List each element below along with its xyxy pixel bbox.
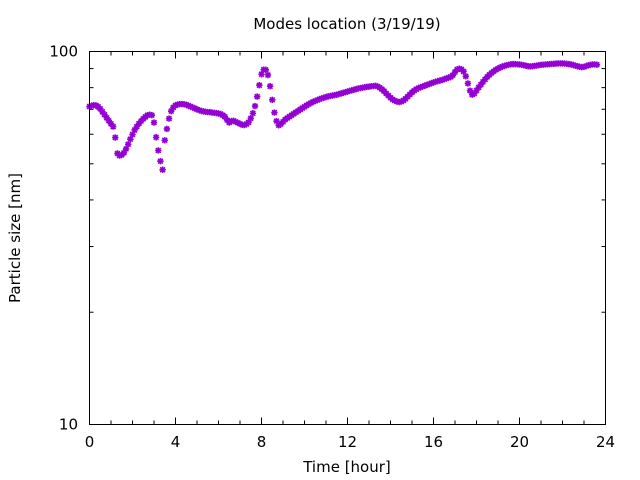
y-tick-label: 100	[49, 43, 78, 61]
data-point	[127, 135, 134, 143]
data-point	[258, 71, 265, 78]
x-tick-label: 12	[338, 433, 357, 451]
data-point	[251, 102, 259, 110]
data-point	[262, 66, 269, 74]
data-point	[309, 98, 317, 106]
chart-title: Modes location (3/19/19)	[253, 15, 440, 33]
data-point	[316, 95, 323, 103]
data-point	[193, 106, 201, 113]
data-point	[120, 149, 128, 157]
data-point	[415, 84, 422, 92]
data-point	[189, 104, 196, 111]
data-point	[157, 158, 164, 165]
data-point	[152, 134, 160, 141]
data-point	[161, 137, 168, 144]
data-point	[150, 119, 158, 126]
data-point	[105, 117, 113, 124]
data-point	[462, 73, 469, 80]
data-point	[133, 123, 140, 130]
data-point	[122, 145, 130, 153]
data-point	[183, 101, 190, 108]
x-tick-label: 8	[257, 433, 267, 451]
x-axis-label: Time [hour]	[302, 458, 391, 476]
data-point	[185, 102, 192, 109]
data-point	[165, 115, 173, 122]
data-point	[314, 96, 321, 104]
y-tick-label: 10	[59, 416, 78, 434]
data-point	[97, 105, 104, 113]
data-point	[187, 103, 194, 110]
data-point	[247, 115, 254, 122]
data-point	[471, 90, 478, 97]
x-tick-label: 24	[596, 433, 615, 451]
data-point	[593, 61, 601, 68]
data-point	[269, 96, 276, 104]
data-point	[168, 107, 175, 115]
data-point	[245, 119, 252, 126]
data-point	[159, 166, 166, 173]
data-point	[155, 147, 162, 154]
data-point	[254, 93, 261, 100]
data-point	[391, 97, 398, 104]
data-point	[236, 120, 244, 127]
data-point	[241, 121, 248, 129]
data-point	[148, 111, 156, 119]
data-point	[271, 109, 278, 116]
data-point	[419, 83, 426, 90]
data-point	[163, 125, 171, 133]
x-tick-label: 0	[85, 433, 95, 451]
data-point	[221, 113, 229, 121]
data-point	[109, 123, 117, 130]
data-point	[103, 114, 110, 122]
x-tick-label: 4	[171, 433, 181, 451]
data-point	[256, 82, 263, 89]
data-point	[125, 141, 132, 148]
data-point	[131, 126, 138, 134]
data-point	[417, 84, 424, 91]
data-point	[112, 134, 119, 141]
data-point	[172, 102, 179, 109]
x-tick-labels: 0 4 8 12 16 20 24	[85, 433, 615, 451]
data-point	[234, 119, 242, 126]
data-point	[99, 108, 106, 116]
y-tick-labels: 10 100	[49, 43, 78, 434]
data-point	[496, 64, 504, 71]
x-tick-label: 20	[510, 433, 529, 451]
data-point	[466, 87, 474, 94]
data-point	[449, 71, 457, 79]
data-point	[249, 110, 257, 117]
data-point	[477, 81, 484, 88]
data-point	[101, 111, 108, 118]
x-tick-label: 16	[424, 433, 443, 451]
data-point	[460, 68, 467, 75]
data-point	[129, 131, 136, 138]
data-point	[464, 80, 472, 87]
axis-ticks	[89, 51, 606, 425]
data-point	[191, 105, 199, 112]
data-point	[266, 83, 274, 90]
data-point	[232, 118, 239, 125]
data-point	[107, 120, 115, 127]
data-point	[475, 84, 482, 91]
plot-frame	[89, 51, 606, 425]
data-point	[473, 87, 480, 94]
data-point	[273, 117, 280, 125]
data-points	[86, 60, 601, 173]
data-point	[264, 71, 272, 79]
y-axis-label: Particle size [nm]	[6, 173, 24, 303]
data-point	[230, 117, 237, 124]
data-point	[312, 97, 319, 105]
